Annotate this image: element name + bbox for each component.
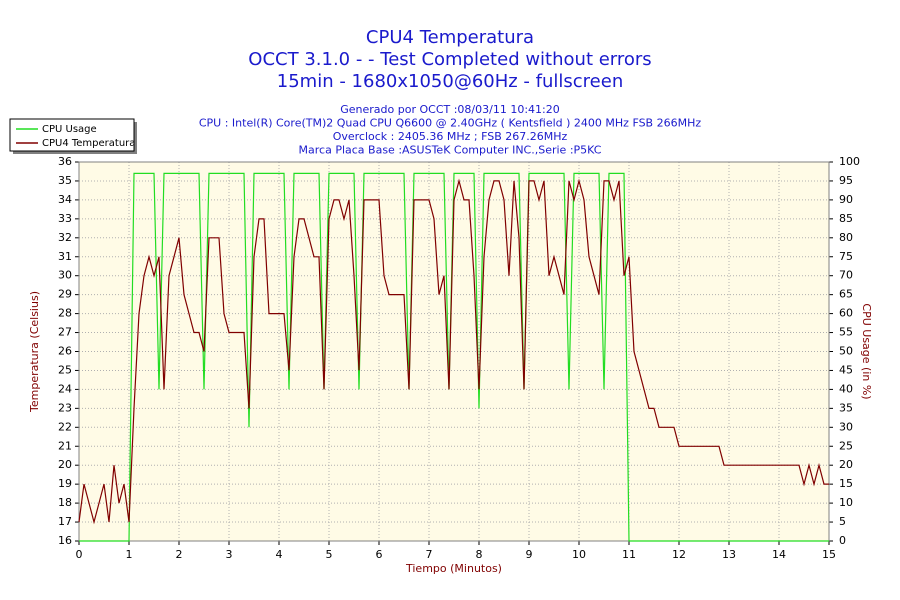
y-tick-label: 36 xyxy=(58,155,72,168)
y-tick-label: 24 xyxy=(58,382,72,395)
x-tick-label: 13 xyxy=(722,548,736,561)
y2-tick-label: 90 xyxy=(839,193,853,206)
x-tick-label: 9 xyxy=(526,548,533,561)
y-tick-label: 25 xyxy=(58,363,72,376)
y2-tick-label: 100 xyxy=(839,155,860,168)
y-tick-label: 32 xyxy=(58,231,72,244)
y2-tick-label: 20 xyxy=(839,458,853,471)
plot-frame xyxy=(78,161,830,542)
y-tick-label: 26 xyxy=(58,345,72,358)
x-tick-label: 4 xyxy=(276,548,283,561)
y-tick-label: 22 xyxy=(58,420,72,433)
y2-tick-label: 40 xyxy=(839,382,853,395)
y-tick-label: 28 xyxy=(58,307,72,320)
y2-tick-label: 80 xyxy=(839,231,853,244)
y2-tick-label: 25 xyxy=(839,439,853,452)
x-tick-label: 2 xyxy=(176,548,183,561)
x-tick-label: 7 xyxy=(426,548,433,561)
chart-title: OCCT 3.1.0 - - Test Completed without er… xyxy=(248,49,651,70)
y-tick-label: 34 xyxy=(58,193,72,206)
series-line xyxy=(78,178,829,525)
chart-subtitle: Overclock : 2405.36 MHz ; FSB 267.26MHz xyxy=(333,130,568,143)
legend-box xyxy=(9,118,135,152)
legend-label: CPU Usage xyxy=(42,124,97,135)
y-tick-label: 35 xyxy=(58,174,72,187)
y2-tick-label: 10 xyxy=(839,496,853,509)
y2-tick-label: 35 xyxy=(839,401,853,414)
y2-axis-label: CPU Usage (in %) xyxy=(860,303,873,399)
series-line xyxy=(79,172,829,542)
y-tick-label: 33 xyxy=(58,212,72,225)
y-tick-label: 20 xyxy=(58,458,72,471)
y-tick-label: 31 xyxy=(58,250,72,263)
y2-tick-label: 75 xyxy=(839,250,853,263)
y-tick-label: 27 xyxy=(58,326,72,339)
x-tick-label: 1 xyxy=(126,548,133,561)
x-tick-label: 3 xyxy=(226,548,233,561)
x-tick-label: 6 xyxy=(376,548,383,561)
y2-tick-label: 60 xyxy=(839,307,853,320)
y2-tick-label: 65 xyxy=(839,288,853,301)
y-axis-label: Temperatura (Celsius) xyxy=(28,291,41,413)
x-tick-label: 10 xyxy=(572,548,586,561)
y-tick-label: 29 xyxy=(58,288,72,301)
x-tick-label: 15 xyxy=(822,548,836,561)
y2-tick-label: 30 xyxy=(839,420,853,433)
chart-subtitle: Generado por OCCT :08/03/11 10:41:20 xyxy=(340,103,559,116)
y2-tick-label: 95 xyxy=(839,174,853,187)
x-tick-label: 14 xyxy=(772,548,786,561)
chart-title: CPU4 Temperatura xyxy=(366,27,534,48)
y-tick-label: 21 xyxy=(58,439,72,452)
y-tick-label: 23 xyxy=(58,401,72,414)
y2-tick-label: 55 xyxy=(839,326,853,339)
y2-tick-label: 15 xyxy=(839,477,853,490)
y2-tick-label: 5 xyxy=(839,515,846,528)
y2-tick-label: 50 xyxy=(839,345,853,358)
x-tick-label: 11 xyxy=(622,548,636,561)
x-tick-label: 12 xyxy=(672,548,686,561)
y2-tick-label: 0 xyxy=(839,534,846,547)
chart-subtitle: Marca Placa Base :ASUSTeK Computer INC.,… xyxy=(299,144,602,157)
y2-tick-label: 70 xyxy=(839,269,853,282)
chart-title: 15min - 1680x1050@60Hz - fullscreen xyxy=(277,71,623,92)
y2-tick-label: 85 xyxy=(839,212,853,225)
x-tick-label: 0 xyxy=(76,548,83,561)
y-tick-label: 19 xyxy=(58,477,72,490)
y-tick-label: 18 xyxy=(58,496,72,509)
x-tick-label: 5 xyxy=(326,548,333,561)
y2-tick-label: 45 xyxy=(839,363,853,376)
y-tick-label: 16 xyxy=(58,534,72,547)
chart-subtitle: CPU : Intel(R) Core(TM)2 Quad CPU Q6600 … xyxy=(199,117,701,130)
legend-label: CPU4 Temperatura xyxy=(42,138,135,149)
x-axis-label: Tiempo (Minutos) xyxy=(405,562,502,575)
y-tick-label: 30 xyxy=(58,269,72,282)
y-tick-label: 17 xyxy=(58,515,72,528)
x-tick-label: 8 xyxy=(476,548,483,561)
